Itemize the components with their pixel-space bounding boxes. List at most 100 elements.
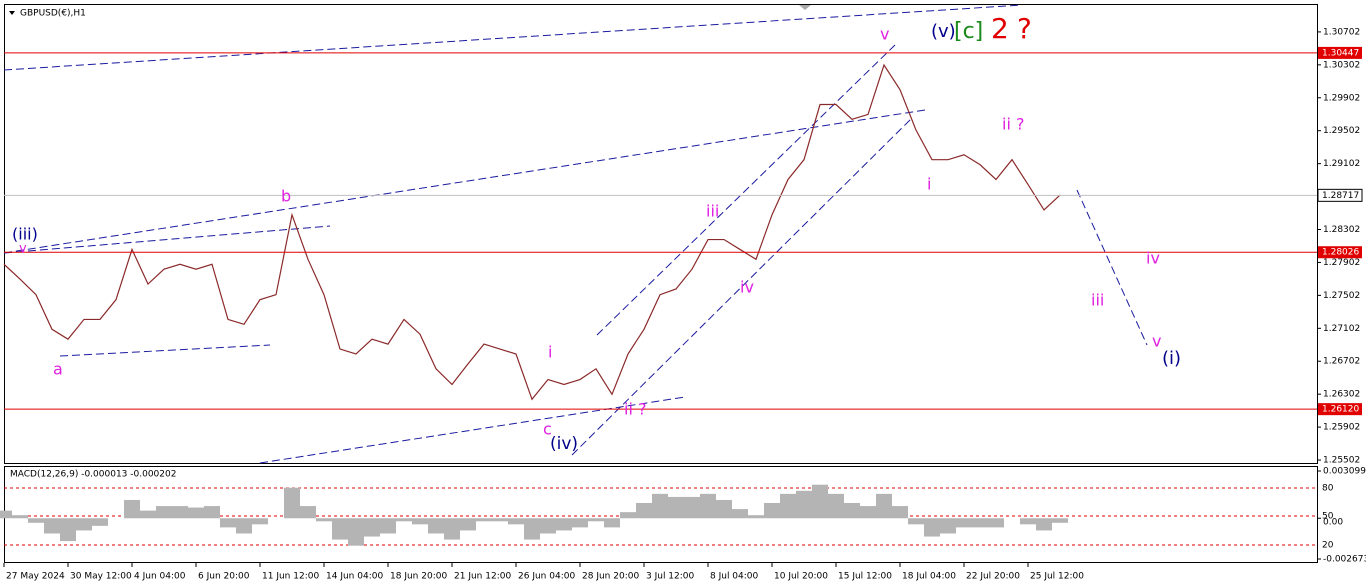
macd-bar bbox=[620, 512, 636, 519]
y-tick-label: 1.26702 bbox=[1323, 357, 1360, 367]
level-label: 80 bbox=[1322, 484, 1334, 494]
macd-bar bbox=[716, 499, 732, 519]
macd-bar bbox=[92, 518, 108, 526]
macd-bar bbox=[188, 507, 204, 519]
macd-bar bbox=[236, 518, 252, 534]
macd-bar bbox=[220, 518, 236, 528]
x-tick-label: 6 Jun 20:00 bbox=[198, 572, 250, 582]
macd-bar bbox=[76, 518, 92, 531]
wave-label: 2 bbox=[991, 12, 1009, 45]
macd-bar bbox=[844, 503, 860, 519]
macd-bar bbox=[828, 493, 844, 519]
macd-bar bbox=[1036, 518, 1052, 531]
wave-label: i bbox=[548, 343, 552, 362]
wave-label: a bbox=[53, 360, 63, 379]
macd-bar bbox=[684, 496, 700, 519]
macd-bar bbox=[204, 506, 220, 519]
macd-bar bbox=[1020, 518, 1036, 525]
x-tick-label: 3 Jul 12:00 bbox=[646, 572, 695, 582]
trend-line bbox=[3, 4, 1023, 71]
chart-title: GBPUSD(€),H1 bbox=[20, 9, 86, 19]
level-label: 1.26120 bbox=[1322, 405, 1359, 415]
trend-line bbox=[59, 344, 271, 357]
macd-bar bbox=[700, 493, 716, 519]
macd-bar bbox=[444, 518, 460, 540]
x-tick-label: 14 Jun 04:00 bbox=[326, 572, 383, 582]
wave-label: (iv) bbox=[550, 434, 578, 454]
wave-label: v bbox=[880, 25, 889, 44]
y-tick-label: 1.30702 bbox=[1323, 27, 1360, 37]
macd-bar bbox=[60, 518, 76, 542]
macd-title: MACD(12,26,9) -0.000013 -0.000202 bbox=[10, 470, 176, 480]
x-tick-label: 11 Jun 12:00 bbox=[262, 572, 319, 582]
macd-bar bbox=[428, 518, 444, 534]
y-tick-label: 1.26302 bbox=[1323, 390, 1360, 400]
x-tick-label: 4 Jun 04:00 bbox=[134, 572, 186, 582]
x-tick-label: 18 Jul 04:00 bbox=[902, 572, 956, 582]
wave-label: iv bbox=[1146, 249, 1160, 268]
price-line bbox=[3, 63, 1061, 401]
level-label: 50 bbox=[1322, 512, 1334, 522]
macd-bar bbox=[508, 518, 524, 525]
x-tick-label: 21 Jun 12:00 bbox=[454, 572, 511, 582]
macd-bar bbox=[764, 503, 780, 519]
wave-label: c bbox=[543, 420, 552, 439]
wave-label: iii bbox=[1091, 291, 1104, 310]
macd-bar bbox=[732, 509, 748, 519]
level-label: 1.28026 bbox=[1322, 248, 1359, 258]
y-tick-label: 1.29902 bbox=[1323, 93, 1360, 103]
macd-bar bbox=[364, 518, 380, 537]
wave-label: ii ? bbox=[1002, 115, 1024, 134]
macd-bar bbox=[876, 493, 892, 519]
x-tick-label: 10 Jul 20:00 bbox=[774, 572, 828, 582]
x-tick-label: 27 May 2024 bbox=[6, 572, 65, 582]
trend-line bbox=[3, 225, 331, 254]
macd-bar bbox=[12, 515, 28, 519]
macd-bar bbox=[1052, 518, 1068, 523]
macd-bar bbox=[316, 518, 332, 522]
macd-bar bbox=[860, 506, 876, 519]
macd-bar bbox=[956, 518, 972, 528]
x-tick-label: 8 Jul 04:00 bbox=[710, 572, 759, 582]
wave-label: iii bbox=[706, 202, 719, 221]
macd-bar bbox=[140, 510, 156, 519]
y-tick-label: 0.00 bbox=[1323, 518, 1343, 528]
macd-bar bbox=[348, 518, 364, 546]
level-label-box bbox=[1318, 403, 1362, 416]
macd-bar bbox=[588, 518, 604, 522]
macd-bar bbox=[156, 506, 172, 519]
wave-label: [c] bbox=[954, 19, 983, 44]
x-tick-label: 22 Jul 20:00 bbox=[966, 572, 1020, 582]
x-tick-label: 18 Jun 20:00 bbox=[390, 572, 447, 582]
level-label: 20 bbox=[1322, 541, 1334, 551]
wave-label: v bbox=[19, 242, 27, 257]
wave-label: v bbox=[1152, 332, 1161, 351]
level-label-box bbox=[1318, 46, 1362, 59]
menu-arrow bbox=[9, 11, 15, 15]
x-tick-label: 25 Jul 12:00 bbox=[1030, 572, 1084, 582]
wave-label: (iii) bbox=[12, 225, 38, 244]
macd-bar bbox=[972, 518, 988, 528]
y-tick-label: 1.29502 bbox=[1323, 126, 1360, 136]
macd-bar bbox=[604, 518, 620, 528]
macd-bar bbox=[524, 518, 540, 540]
x-tick-label: 28 Jun 20:00 bbox=[582, 572, 639, 582]
macd-bar bbox=[892, 506, 908, 519]
macd-bar bbox=[940, 518, 956, 534]
macd-bar bbox=[924, 518, 940, 537]
y-tick-label: 1.27502 bbox=[1323, 291, 1360, 301]
wave-label: b bbox=[281, 187, 291, 206]
macd-bar bbox=[748, 515, 764, 519]
wave-label: i bbox=[927, 175, 931, 194]
macd-bar bbox=[636, 503, 652, 519]
macd-bar bbox=[124, 499, 140, 519]
wave-label: (i) bbox=[1162, 348, 1181, 369]
macd-bar bbox=[460, 518, 476, 531]
macd-bar bbox=[780, 493, 796, 519]
macd-bar bbox=[908, 518, 924, 525]
macd-bar bbox=[0, 510, 12, 519]
macd-bar bbox=[556, 518, 572, 531]
macd-bar bbox=[412, 518, 428, 525]
shift-marker bbox=[799, 5, 811, 10]
